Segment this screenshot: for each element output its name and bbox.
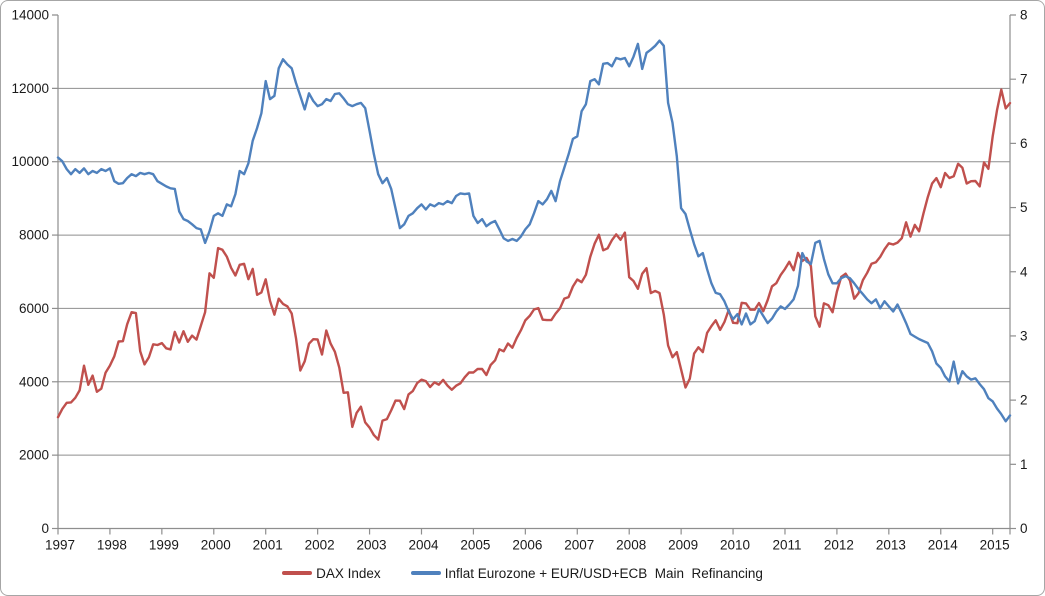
left-tick-label: 0 (41, 521, 49, 536)
left-tick-label: 12000 (11, 81, 49, 96)
series-line-dax (56, 88, 1012, 441)
x-tick-label: 2005 (460, 538, 490, 553)
x-tick-label: 2004 (408, 538, 439, 553)
x-tick-label: 2010 (720, 538, 750, 553)
legend-item-dax: DAX Index (282, 566, 381, 581)
legend-label: DAX Index (316, 565, 381, 581)
x-tick-label: 2009 (668, 538, 698, 553)
right-tick-label: 6 (1020, 136, 1028, 151)
x-tick-label: 2012 (824, 538, 854, 553)
left-tick-label: 8000 (19, 228, 49, 243)
x-tick-label: 2002 (305, 538, 335, 553)
legend: DAX Index Inflat Eurozone + EUR/USD+ECB M… (1, 559, 1044, 587)
right-tick-label: 1 (1020, 457, 1028, 472)
x-tick-label: 1999 (149, 538, 179, 553)
left-tick-label: 14000 (11, 8, 49, 23)
legend-item-inflat: Inflat Eurozone + EUR/USD+ECB Main Refin… (410, 565, 763, 581)
x-tick-label: 2013 (876, 538, 906, 553)
x-tick-label: 2003 (357, 538, 387, 553)
x-tick-label: 2014 (928, 538, 959, 553)
right-axis: 0 1 2 3 4 5 6 7 8 (1010, 8, 1028, 536)
legend-label: Inflat Eurozone + EUR/USD+ECB Main Refin… (444, 565, 763, 581)
right-tick-label: 2 (1020, 393, 1028, 408)
x-tick-label: 1997 (45, 538, 75, 553)
legend-line-swatch (410, 571, 441, 575)
x-tick-label: 2001 (253, 538, 283, 553)
right-tick-label: 7 (1020, 72, 1028, 87)
left-tick-label: 10000 (11, 154, 49, 169)
left-tick-label: 4000 (19, 374, 49, 389)
left-tick-label: 2000 (19, 448, 49, 463)
chart-svg: 0 2000 4000 6000 8000 10000 12000 14000 0 1 2 3 4 5 6 7… (11, 8, 1028, 553)
right-tick-label: 8 (1020, 8, 1028, 23)
series-line-inflat (56, 39, 1012, 423)
x-tick-label: 2015 (980, 538, 1010, 553)
right-tick-label: 5 (1020, 200, 1028, 215)
x-tick-label: 2000 (201, 538, 231, 553)
right-tick-label: 4 (1020, 264, 1028, 279)
x-tick-label: 2011 (772, 538, 801, 553)
right-tick-label: 0 (1020, 521, 1028, 536)
x-tick-label: 1998 (97, 538, 127, 553)
x-tick-label: 2006 (512, 538, 542, 553)
x-tick-label: 2008 (616, 538, 646, 553)
x-tick-label: 2007 (564, 538, 594, 553)
left-axis: 0 2000 4000 6000 8000 10000 12000 14000 (11, 8, 58, 536)
x-axis: 1997 1998 1999 2000 2001 2002 2003 2004 2005 2006… (45, 528, 1011, 553)
right-tick-label: 3 (1020, 328, 1028, 343)
left-tick-label: 6000 (19, 301, 49, 316)
legend-line-swatch (282, 571, 313, 575)
